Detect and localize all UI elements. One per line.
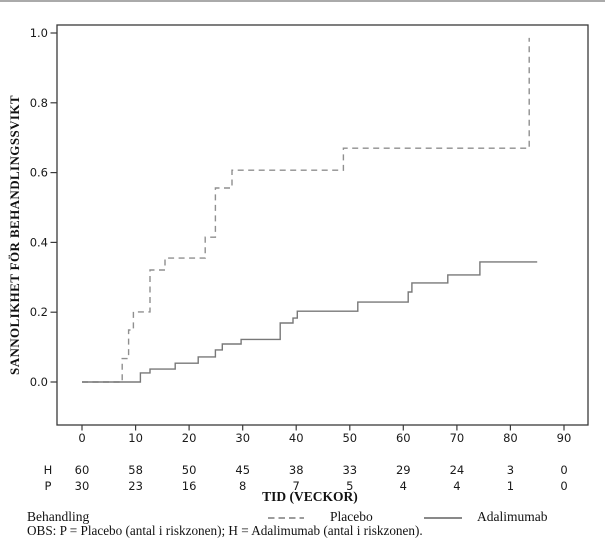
- x-tick-label: 40: [289, 431, 304, 445]
- risk-count: 5: [346, 479, 353, 493]
- risk-count: 24: [450, 463, 465, 477]
- risk-count: 23: [128, 479, 143, 493]
- y-axis-title: SANNOLIKHET FÖR BEHANDLINGSSVIKT: [7, 95, 22, 375]
- risk-count: 16: [182, 479, 197, 493]
- risk-count: 4: [400, 479, 407, 493]
- x-tick-label: 80: [503, 431, 518, 445]
- footnote: OBS: P = Placebo (antal i riskzonen); H …: [27, 523, 423, 538]
- risk-count: 33: [342, 463, 357, 477]
- page-top-border: [0, 0, 605, 2]
- risk-count: 7: [293, 479, 300, 493]
- y-tick-label: 0.0: [30, 375, 48, 389]
- x-tick-label: 10: [128, 431, 143, 445]
- risk-count: 58: [128, 463, 143, 477]
- risk-count: 30: [75, 479, 90, 493]
- adalimumab-line-sample-icon: [424, 517, 462, 519]
- risk-row-label: P: [45, 479, 52, 493]
- x-tick-label: 50: [342, 431, 357, 445]
- y-tick-label: 0.6: [30, 166, 48, 180]
- risk-count: 60: [75, 463, 90, 477]
- x-axis-title: TID (VECKOR): [262, 489, 358, 504]
- risk-count: 8: [239, 479, 246, 493]
- risk-count: 45: [235, 463, 250, 477]
- risk-count: 0: [560, 463, 567, 477]
- risk-count: 29: [396, 463, 411, 477]
- adalimumab-curve: [82, 261, 538, 383]
- risk-row-label: H: [44, 463, 53, 477]
- x-tick-label: 90: [557, 431, 572, 445]
- plot-frame: [56, 24, 589, 426]
- x-tick-label: 20: [182, 431, 197, 445]
- y-tick-label: 0.2: [30, 305, 48, 319]
- legend-label-adalimumab: Adalimumab: [477, 509, 548, 524]
- y-tick-label: 0.4: [30, 235, 48, 249]
- risk-count: 0: [560, 479, 567, 493]
- x-tick-label: 30: [235, 431, 250, 445]
- risk-count: 1: [507, 479, 514, 493]
- risk-count: 4: [453, 479, 460, 493]
- placebo-line-sample-icon: [268, 517, 304, 519]
- legend: Behandling Placebo Adalimumab: [0, 507, 605, 527]
- risk-count: 3: [507, 463, 514, 477]
- legend-label-placebo: Placebo: [330, 509, 373, 524]
- risk-count: 38: [289, 463, 304, 477]
- x-tick-label: 0: [78, 431, 85, 445]
- x-tick-label: 60: [396, 431, 411, 445]
- x-tick-label: 70: [450, 431, 465, 445]
- risk-count: 50: [182, 463, 197, 477]
- y-tick-label: 1.0: [30, 26, 48, 40]
- y-tick-label: 0.8: [30, 96, 48, 110]
- placebo-curve: [82, 37, 530, 383]
- legend-title: Behandling: [27, 509, 90, 524]
